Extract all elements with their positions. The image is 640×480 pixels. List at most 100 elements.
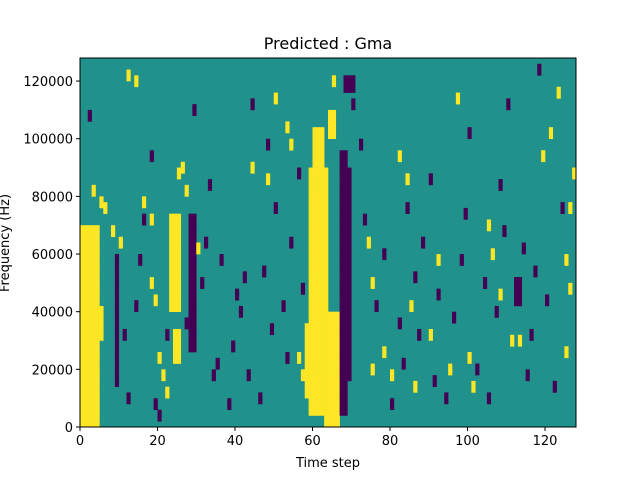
heatmap-cell-low bbox=[126, 398, 131, 405]
heatmap-cell-high bbox=[95, 248, 100, 255]
heatmap-cell-low bbox=[529, 328, 534, 336]
heatmap-cell-high bbox=[95, 265, 100, 272]
heatmap-cell-high bbox=[95, 242, 100, 249]
heatmap-cell-high bbox=[91, 369, 96, 376]
heatmap-cell-low bbox=[417, 328, 422, 336]
heatmap-cell-low bbox=[238, 305, 244, 312]
heatmap-cell-low bbox=[401, 363, 406, 370]
heatmap-cell-low bbox=[192, 225, 197, 232]
heatmap-cell-low bbox=[343, 179, 348, 186]
heatmap-cell-high bbox=[149, 219, 154, 226]
heatmap-cell-low bbox=[188, 225, 193, 232]
heatmap-cell-low bbox=[114, 375, 120, 382]
heatmap-cell-low bbox=[339, 156, 344, 163]
heatmap-cell-low bbox=[359, 138, 364, 145]
heatmap-cell-low bbox=[188, 317, 193, 324]
heatmap-cell-low bbox=[142, 219, 147, 226]
heatmap-cell-low bbox=[188, 254, 193, 261]
heatmap-cell-high bbox=[304, 352, 309, 359]
heatmap-cell-high bbox=[273, 98, 278, 105]
heatmap-cell-high bbox=[320, 282, 325, 289]
heatmap-cell-low bbox=[347, 340, 352, 347]
x-tick-label: 0 bbox=[76, 434, 84, 449]
heatmap-cell-high bbox=[324, 236, 329, 243]
heatmap-cell-low bbox=[188, 259, 193, 266]
heatmap-cell-high bbox=[370, 277, 375, 284]
heatmap-cell-high bbox=[316, 403, 321, 411]
heatmap-cell-low bbox=[192, 288, 197, 295]
heatmap-cell-high bbox=[324, 300, 329, 307]
heatmap-cell-high bbox=[87, 259, 92, 266]
heatmap-cell-high bbox=[324, 386, 329, 393]
heatmap-cell-low bbox=[339, 409, 344, 416]
heatmap-cell-high bbox=[95, 340, 100, 347]
heatmap-cell-high bbox=[312, 127, 317, 134]
heatmap-cell-high bbox=[173, 225, 178, 232]
heatmap-cell-high bbox=[83, 403, 89, 411]
heatmap-cell-high bbox=[308, 248, 313, 255]
heatmap-cell-high bbox=[91, 271, 96, 278]
heatmap-cell-high bbox=[568, 207, 573, 214]
heatmap-cell-low bbox=[467, 132, 472, 140]
heatmap-cell-low bbox=[339, 346, 344, 353]
heatmap-cell-high bbox=[308, 357, 313, 364]
heatmap-cell-high bbox=[316, 328, 321, 336]
heatmap-cell-high bbox=[324, 392, 329, 399]
heatmap-cell-low bbox=[114, 380, 120, 387]
heatmap-cell-high bbox=[312, 265, 317, 272]
heatmap-cell-high bbox=[161, 369, 166, 376]
heatmap-cell-low bbox=[339, 161, 344, 168]
heatmap-cell-low bbox=[87, 109, 92, 116]
heatmap-cell-high bbox=[316, 288, 321, 295]
heatmap-cell-high bbox=[87, 398, 92, 405]
heatmap-cell-high bbox=[320, 161, 325, 168]
heatmap-cell-high bbox=[304, 357, 309, 364]
heatmap-cell-high bbox=[320, 300, 325, 307]
heatmap-cell-low bbox=[188, 305, 193, 312]
heatmap-cell-low bbox=[188, 294, 193, 301]
heatmap-cell-high bbox=[370, 282, 375, 289]
heatmap-cell-high bbox=[134, 75, 139, 82]
heatmap-cell-low bbox=[192, 334, 197, 341]
heatmap-cell-low bbox=[339, 311, 344, 318]
heatmap-cell-high bbox=[316, 132, 321, 140]
heatmap-cell-high bbox=[304, 375, 309, 382]
heatmap-cell-high bbox=[320, 213, 325, 220]
heatmap-cell-high bbox=[304, 392, 309, 399]
heatmap-cell-low bbox=[517, 282, 523, 289]
heatmap-cell-low bbox=[347, 300, 352, 307]
heatmap-cell-low bbox=[343, 294, 348, 301]
heatmap-cell-low bbox=[347, 207, 352, 214]
heatmap-cell-high bbox=[173, 328, 178, 336]
heatmap-cell-low bbox=[142, 213, 147, 220]
heatmap-cell-low bbox=[339, 219, 344, 226]
heatmap-cell-high bbox=[312, 392, 317, 399]
heatmap-cell-high bbox=[176, 254, 182, 261]
heatmap-cell-high bbox=[80, 403, 85, 411]
heatmap-cell-low bbox=[184, 323, 189, 330]
heatmap-cell-high bbox=[80, 369, 85, 376]
heatmap-cell-low bbox=[192, 317, 197, 324]
heatmap-cell-high bbox=[83, 398, 89, 405]
heatmap-cell-high bbox=[95, 259, 100, 266]
heatmap-cell-low bbox=[339, 259, 344, 266]
heatmap-cell-high bbox=[80, 254, 85, 261]
heatmap-cell-high bbox=[95, 236, 100, 243]
heatmap-cell-low bbox=[339, 202, 344, 209]
heatmap-cell-high bbox=[87, 352, 92, 359]
heatmap-cell-low bbox=[300, 288, 306, 295]
heatmap-cell-high bbox=[541, 156, 546, 163]
heatmap-cell-high bbox=[324, 409, 329, 416]
heatmap-cell-low bbox=[343, 398, 348, 405]
heatmap-cell-low bbox=[347, 369, 352, 376]
heatmap-cell-low bbox=[343, 259, 348, 266]
heatmap-cell-high bbox=[335, 421, 340, 428]
heatmap-cell-low bbox=[339, 328, 344, 336]
heatmap-cell-high bbox=[134, 81, 139, 88]
heatmap-cell-high bbox=[91, 398, 96, 405]
heatmap-cell-high bbox=[490, 254, 495, 261]
heatmap-cell-high bbox=[80, 225, 85, 232]
heatmap-cell-low bbox=[517, 288, 523, 295]
heatmap-cell-high bbox=[320, 340, 325, 347]
heatmap-cell-high bbox=[328, 317, 333, 324]
